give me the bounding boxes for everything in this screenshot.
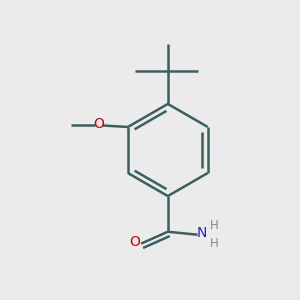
Text: N: N: [197, 226, 208, 240]
Text: O: O: [129, 235, 140, 249]
Text: H: H: [209, 219, 218, 232]
Text: H: H: [209, 237, 218, 250]
Text: O: O: [94, 117, 104, 131]
